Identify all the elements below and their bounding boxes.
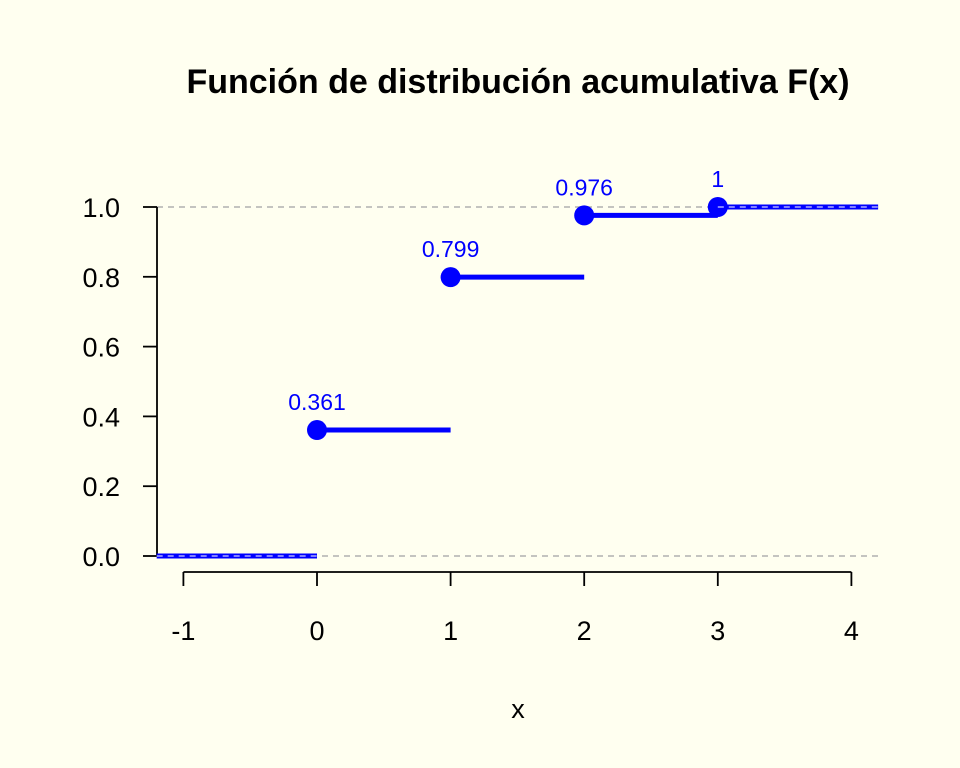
step-value-label: 1 [711,166,724,192]
y-tick-label: 0.0 [82,542,120,572]
step-point [574,205,595,226]
step-value-label: 0.976 [555,174,613,200]
x-tick-label: 4 [844,616,859,646]
step-value-label: 0.361 [288,389,346,415]
y-tick-label: 0.2 [82,472,120,502]
x-axis-title: x [511,694,525,724]
y-tick-label: 0.4 [82,402,120,432]
step-point [440,267,461,288]
y-tick-label: 1.0 [82,193,120,223]
x-tick-label: 1 [443,616,458,646]
y-axis: 0.0 0.2 0.4 0.6 0.8 1.0 [82,193,158,572]
step-series: 0.361 0.799 0.976 1 [156,166,879,559]
y-tick-label: 0.6 [82,333,120,363]
x-tick-label: -1 [171,616,195,646]
step-value-label: 0.799 [422,236,480,262]
x-axis: -1 0 1 2 3 4 [171,571,859,646]
x-tick-label: 3 [710,616,725,646]
chart-title: Función de distribución acumulativa F(x) [186,63,849,101]
step-point [307,420,327,441]
reference-lines [157,206,880,557]
y-tick-label: 0.8 [82,263,120,293]
x-tick-label: 0 [309,616,324,646]
x-tick-label: 2 [577,616,592,646]
